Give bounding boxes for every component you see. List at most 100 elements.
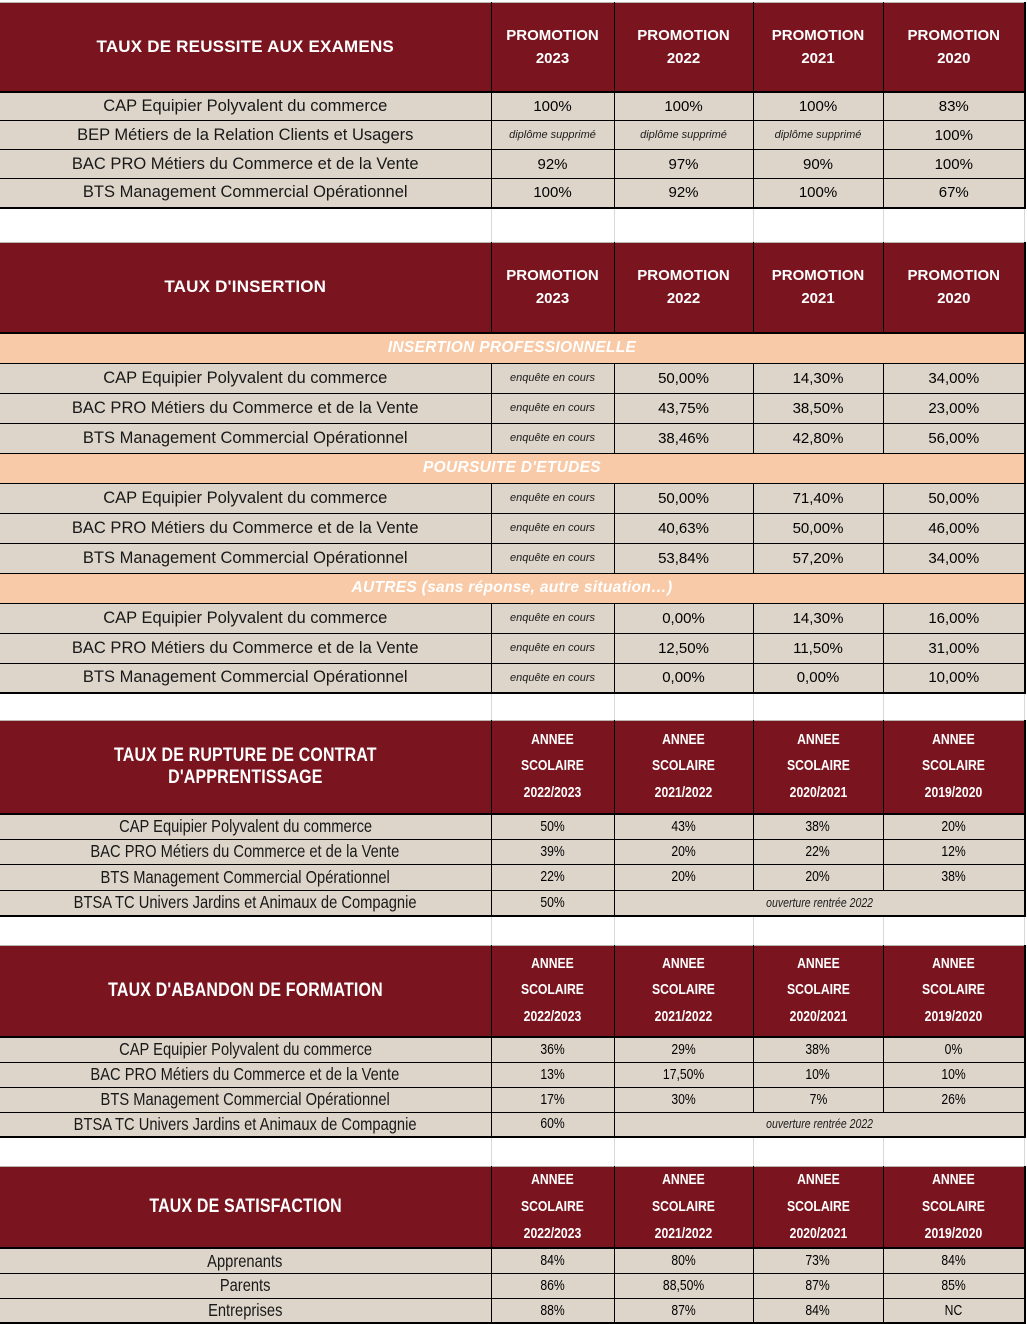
value-cell: 100% bbox=[752, 91, 884, 121]
header-row: TAUX DE RUPTURE DE CONTRAT D'APPRENTISSA… bbox=[0, 720, 1026, 815]
column-header: ANNEE SCOLAIRE 2022/2023 bbox=[490, 1166, 615, 1250]
value-cell: NC bbox=[882, 1297, 1026, 1324]
value-cell: 84% bbox=[882, 1247, 1026, 1274]
table-row: CAP Equipier Polyvalent du commerce 36% … bbox=[0, 1036, 1026, 1063]
section-band: INSERTION PROFESSIONNELLE bbox=[0, 332, 1026, 364]
column-header: PROMOTION 2020 bbox=[882, 2, 1026, 93]
cell-text: CAP Equipier Polyvalent du commerce bbox=[118, 1039, 372, 1060]
value-cell: 0,00% bbox=[613, 662, 754, 694]
value-cell: 50% bbox=[490, 889, 615, 917]
cell-text: BAC PRO Métiers du Commerce et de la Ven… bbox=[90, 841, 400, 862]
cell-text: 84% bbox=[941, 1253, 966, 1270]
cell-text: ANNEE SCOLAIRE 2019/2020 bbox=[922, 1172, 986, 1242]
header-row: TAUX DE REUSSITE AUX EXAMENS PROMOTION 2… bbox=[0, 2, 1026, 93]
table-taux-d-insertion: TAUX D'INSERTION PROMOTION 2023 PROMOTIO… bbox=[0, 241, 1026, 694]
cell-text: 38% bbox=[941, 869, 966, 886]
value-cell: 0% bbox=[882, 1036, 1026, 1063]
value-cell: 80% bbox=[613, 1247, 754, 1274]
cell-text: 88% bbox=[540, 1302, 565, 1319]
table-taux-d-abandon-de-formation: TAUX D'ABANDON DE FORMATION ANNEE SCOLAI… bbox=[0, 944, 1026, 1138]
cell-text: TAUX DE RUPTURE DE CONTRAT D'APPRENTISSA… bbox=[113, 744, 377, 788]
cell-text: 43% bbox=[671, 818, 696, 835]
cell-text: Entreprises bbox=[208, 1300, 283, 1321]
value-cell: 60% bbox=[490, 1111, 615, 1138]
value-cell: 100% bbox=[752, 178, 884, 209]
cell-text: ouverture rentrée 2022 bbox=[765, 895, 873, 910]
column-header: ANNEE SCOLAIRE 2019/2020 bbox=[882, 1166, 1026, 1250]
table-row: BAC PRO Métiers du Commerce et de la Ven… bbox=[0, 838, 1026, 865]
row-label: BTS Management Commercial Opérationnel bbox=[0, 1086, 492, 1113]
value-cell: 50,00% bbox=[613, 362, 754, 394]
row-label: BTS Management Commercial Opérationnel bbox=[0, 178, 492, 209]
value-cell: 20% bbox=[882, 813, 1026, 840]
cell-text: ANNEE SCOLAIRE 2022/2023 bbox=[521, 731, 584, 802]
value-cell: 100% bbox=[613, 91, 754, 121]
value-cell: 12,50% bbox=[613, 632, 754, 664]
row-label: Parents bbox=[0, 1272, 492, 1299]
value-cell: 17% bbox=[490, 1086, 615, 1113]
cell-text: 38% bbox=[805, 1041, 831, 1058]
row-label: BTSA TC Univers Jardins et Animaux de Co… bbox=[0, 1111, 492, 1138]
value-cell: 34,00% bbox=[882, 362, 1026, 394]
cell-text: 30% bbox=[671, 1091, 696, 1108]
value-cell: 42,80% bbox=[752, 422, 884, 454]
cell-text: 60% bbox=[540, 1116, 565, 1133]
cell-text: 84% bbox=[805, 1302, 831, 1319]
table-row: BTS Management Commercial Opérationnel 1… bbox=[0, 1086, 1026, 1113]
cell-text: NC bbox=[944, 1302, 963, 1319]
row-label: BEP Métiers de la Relation Clients et Us… bbox=[0, 120, 492, 150]
value-cell: enquête en cours bbox=[490, 512, 615, 544]
cell-text: 38% bbox=[805, 818, 831, 835]
row-label: CAP Equipier Polyvalent du commerce bbox=[0, 91, 492, 121]
value-cell: 50,00% bbox=[613, 482, 754, 514]
table-row: CAP Equipier Polyvalent du commerce 50% … bbox=[0, 813, 1026, 840]
cell-text: ANNEE SCOLAIRE 2022/2023 bbox=[521, 955, 584, 1026]
cell-text: ANNEE SCOLAIRE 2020/2021 bbox=[786, 1172, 850, 1242]
cell-text: ANNEE SCOLAIRE 2021/2022 bbox=[652, 731, 715, 802]
header-row: TAUX D'ABANDON DE FORMATION ANNEE SCOLAI… bbox=[0, 944, 1026, 1038]
value-cell: 20% bbox=[752, 864, 884, 891]
cell-text: 85% bbox=[941, 1277, 966, 1294]
value-cell: 16,00% bbox=[882, 602, 1026, 634]
cell-text: BTS Management Commercial Opérationnel bbox=[100, 866, 390, 887]
cell-text: ANNEE SCOLAIRE 2019/2020 bbox=[922, 955, 986, 1026]
value-cell: 56,00% bbox=[882, 422, 1026, 454]
value-cell: 31,00% bbox=[882, 632, 1026, 664]
value-cell: 83% bbox=[882, 91, 1026, 121]
value-cell: enquête en cours bbox=[490, 542, 615, 574]
value-cell: enquête en cours bbox=[490, 422, 615, 454]
cell-text: BTS Management Commercial Opérationnel bbox=[100, 1089, 390, 1109]
cell-text: 20% bbox=[671, 843, 696, 860]
cell-text: 10% bbox=[941, 1066, 966, 1083]
value-cell: 87% bbox=[613, 1297, 754, 1324]
column-header: PROMOTION 2021 bbox=[752, 2, 884, 93]
cell-text: CAP Equipier Polyvalent du commerce bbox=[118, 816, 372, 836]
value-cell: diplôme supprimé bbox=[490, 120, 615, 150]
column-header: PROMOTION 2023 bbox=[490, 241, 615, 334]
cell-text: 22% bbox=[805, 843, 831, 860]
table-row: BTS Management Commercial Opérationnel e… bbox=[0, 422, 1026, 454]
value-cell: 10,00% bbox=[882, 662, 1026, 694]
value-cell: 13% bbox=[490, 1061, 615, 1088]
value-cell: 39% bbox=[490, 838, 615, 865]
table-row: BTS Management Commercial Opérationnel e… bbox=[0, 662, 1026, 694]
cell-text: 39% bbox=[540, 843, 565, 860]
cell-text: 50% bbox=[540, 818, 565, 835]
table-title: TAUX D'ABANDON DE FORMATION bbox=[0, 944, 492, 1038]
cell-text: 73% bbox=[805, 1253, 831, 1270]
table-taux-de-rupture-de-contrat: TAUX DE RUPTURE DE CONTRAT D'APPRENTISSA… bbox=[0, 720, 1026, 917]
cell-text: 10% bbox=[805, 1066, 831, 1083]
value-cell: 92% bbox=[490, 149, 615, 179]
row-label: Apprenants bbox=[0, 1247, 492, 1274]
cell-text: 20% bbox=[805, 869, 831, 886]
table-row: BTS Management Commercial Opérationnel 1… bbox=[0, 178, 1026, 209]
cell-text: BTSA TC Univers Jardins et Animaux de Co… bbox=[73, 1113, 417, 1134]
value-cell: 88,50% bbox=[613, 1272, 754, 1299]
value-cell: 88% bbox=[490, 1297, 615, 1324]
row-label: CAP Equipier Polyvalent du commerce bbox=[0, 813, 492, 840]
value-cell: 29% bbox=[613, 1036, 754, 1063]
value-cell: 84% bbox=[752, 1297, 884, 1324]
column-header: PROMOTION 2021 bbox=[752, 241, 884, 334]
value-cell: 43% bbox=[613, 813, 754, 840]
column-header: ANNEE SCOLAIRE 2022/2023 bbox=[490, 720, 615, 815]
